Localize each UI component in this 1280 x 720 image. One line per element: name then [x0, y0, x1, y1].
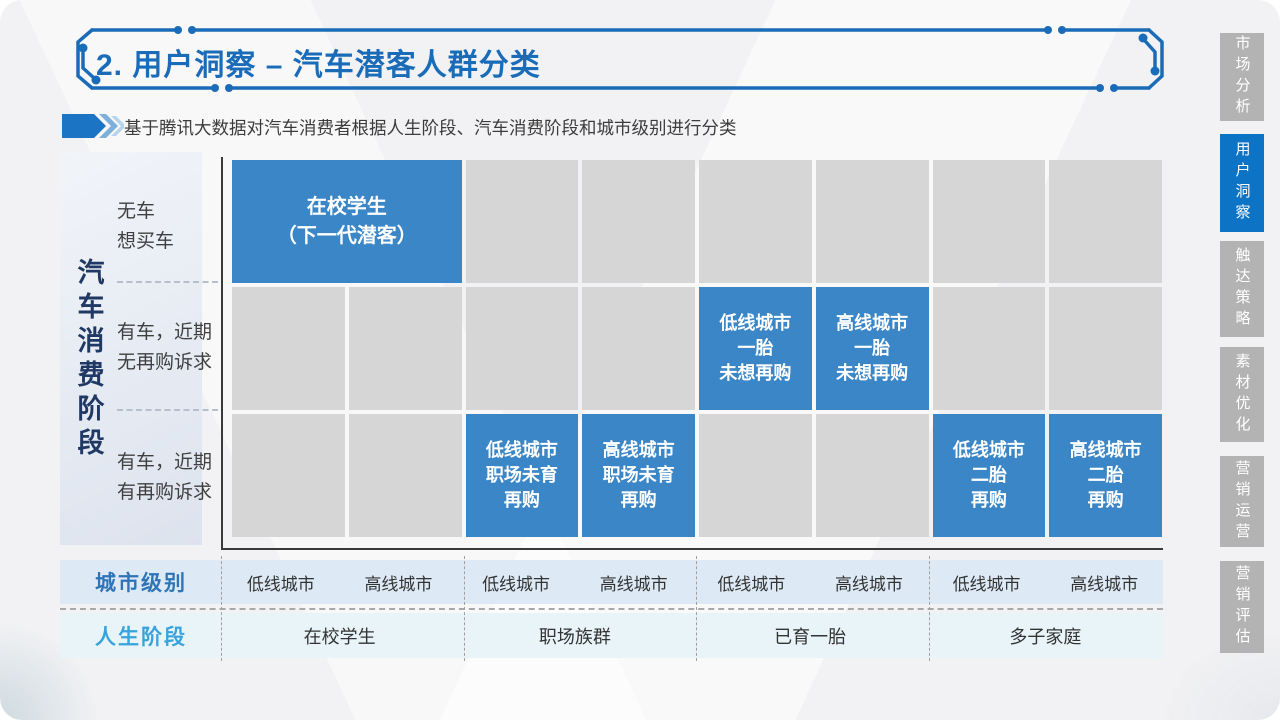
sidebar-item-reach-strategy[interactable]: 触达策略: [1220, 241, 1264, 337]
cell-empty: [1049, 287, 1162, 410]
cell-students: 在校学生 （下一代潜客）: [232, 160, 462, 283]
group-divider: [221, 556, 222, 661]
cell-low-tier-one-child: 低线城市 一胎 未想再购: [699, 287, 812, 410]
city-level-header: 城市级别: [95, 572, 187, 595]
y-axis-panel: [60, 152, 202, 545]
city-level-labels: 低线城市 高线城市 低线城市 高线城市 低线城市 高线城市 低线城市 高线城市: [246, 574, 1139, 594]
life-stage-band: [60, 613, 1163, 658]
cell-empty: [232, 414, 345, 537]
sidebar-item-market-analysis[interactable]: 市场分析: [1220, 33, 1264, 121]
cell-high-tier-workplace: 高线城市 职场未育 再购: [582, 414, 695, 537]
cell-low-tier-workplace: 低线城市 职场未育 再购: [465, 414, 579, 537]
cell-empty: [699, 414, 812, 537]
segmentation-grid: 在校学生 （下一代潜客） 低线城市 一胎 未想再购 高线城市 一胎 未想再购 低…: [232, 160, 1162, 537]
row-label-no-car: 无车 想买车: [117, 201, 175, 252]
row-divider: [117, 409, 218, 411]
sidebar-item-creative-optimization[interactable]: 素材优化: [1220, 347, 1264, 442]
cell-empty: [232, 287, 345, 410]
sidebar-item-marketing-evaluation[interactable]: 营销评估: [1220, 561, 1264, 653]
sidebar-item-user-insight[interactable]: 用户洞察: [1220, 134, 1264, 232]
cell-empty: [465, 160, 579, 283]
band-divider: [60, 608, 1163, 610]
y-axis-title: 汽车消费阶段: [73, 258, 104, 462]
group-divider: [696, 556, 697, 661]
cell-empty: [1049, 160, 1162, 283]
life-stage-labels: 在校学生 职场族群 已育一胎 多子家庭: [303, 626, 1082, 647]
city-level-band: [60, 560, 1163, 604]
cell-empty: [932, 287, 1046, 410]
cell-high-tier-one-child: 高线城市 一胎 未想再购: [815, 287, 929, 410]
sidebar-item-marketing-operation[interactable]: 营销运营: [1220, 456, 1264, 547]
cell-low-tier-second-child: 低线城市 二胎 再购: [932, 414, 1046, 537]
group-divider: [464, 556, 465, 661]
cell-empty: [348, 287, 462, 410]
cell-empty: [815, 160, 929, 283]
group-divider: [929, 556, 930, 661]
cell-empty: [348, 414, 462, 537]
row-label-has-car-repurchase: 有车，近期 有再购诉求: [117, 452, 213, 503]
cell-empty: [932, 160, 1046, 283]
cell-empty: [699, 160, 812, 283]
cell-empty: [815, 414, 929, 537]
chevron-arrow-icon: [62, 114, 124, 138]
life-stage-header: 人生阶段: [95, 625, 187, 649]
cell-empty: [582, 160, 695, 283]
cell-high-tier-second-child: 高线城市 二胎 再购: [1049, 414, 1162, 537]
cell-empty: [465, 287, 579, 410]
cell-empty: [582, 287, 695, 410]
y-axis-line: [221, 157, 223, 550]
row-label-has-car-no-repurchase: 有车，近期 无再购诉求: [117, 322, 213, 373]
row-divider: [117, 281, 218, 283]
x-axis-line: [221, 548, 1163, 550]
subtitle: 基于腾讯大数据对汽车消费者根据人生阶段、汽车消费阶段和城市级别进行分类: [124, 118, 737, 138]
page-title: 2. 用户洞察 – 汽车潜客人群分类: [96, 49, 541, 82]
title-frame-decoration: [76, 26, 1164, 92]
